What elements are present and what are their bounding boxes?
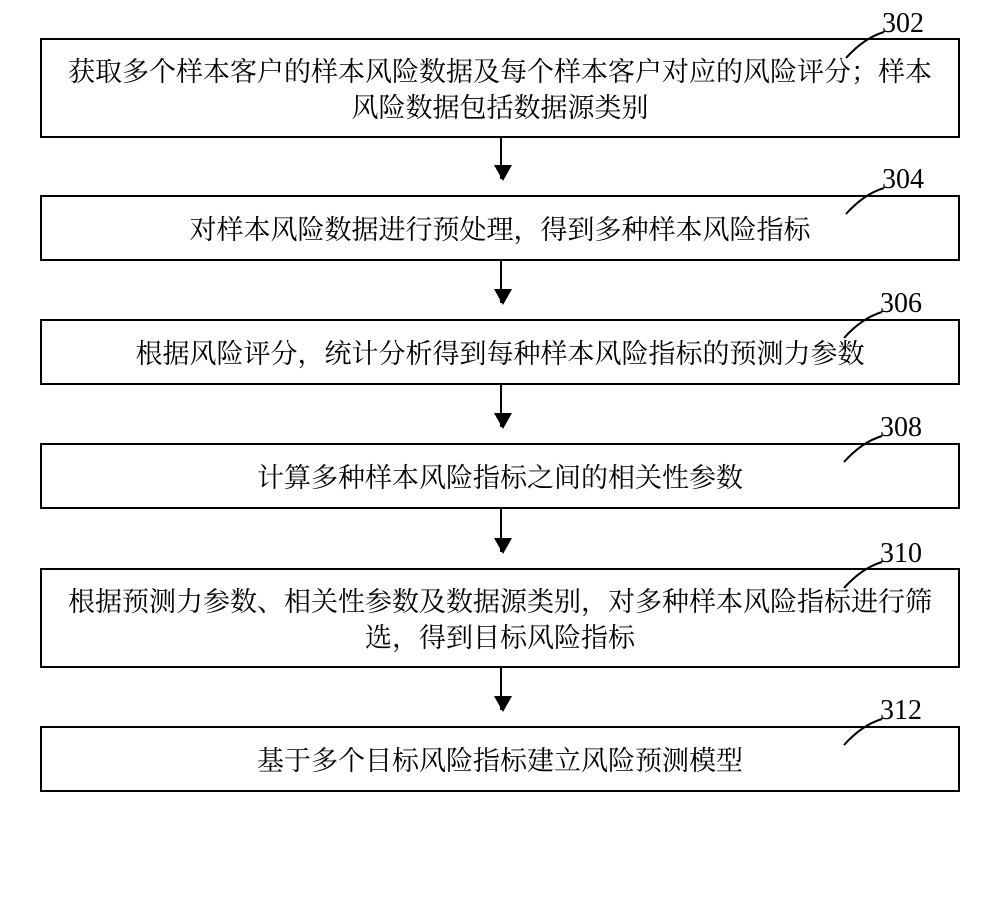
arrow-308-to-310 — [500, 509, 502, 552]
step-label-310: 310 — [880, 538, 922, 570]
arrow-306-to-308 — [500, 385, 502, 427]
flowchart-canvas: 获取多个样本客户的样本风险数据及每个样本客户对应的风险评分；样本风险数据包括数据… — [0, 0, 1000, 906]
arrow-310-to-312 — [500, 668, 502, 710]
step-label-312: 312 — [880, 695, 922, 727]
step-text: 获取多个样本客户的样本风险数据及每个样本客户对应的风险评分；样本风险数据包括数据… — [60, 52, 940, 125]
step-310: 根据预测力参数、相关性参数及数据源类别，对多种样本风险指标进行筛选，得到目标风险… — [40, 568, 960, 668]
step-label-304: 304 — [882, 164, 924, 196]
step-label-text: 306 — [880, 288, 922, 319]
step-label-text: 308 — [880, 412, 922, 443]
step-label-306: 306 — [880, 288, 922, 320]
step-306: 根据风险评分，统计分析得到每种样本风险指标的预测力参数 — [40, 319, 960, 385]
step-text: 计算多种样本风险指标之间的相关性参数 — [257, 458, 743, 494]
step-text: 基于多个目标风险指标建立风险预测模型 — [257, 741, 743, 777]
step-label-text: 304 — [882, 164, 924, 195]
step-text: 对样本风险数据进行预处理，得到多种样本风险指标 — [190, 210, 811, 246]
step-label-308: 308 — [880, 412, 922, 444]
step-label-text: 310 — [880, 538, 922, 569]
arrow-302-to-304 — [500, 138, 502, 179]
step-text: 根据预测力参数、相关性参数及数据源类别，对多种样本风险指标进行筛选，得到目标风险… — [60, 582, 940, 655]
step-text: 根据风险评分，统计分析得到每种样本风险指标的预测力参数 — [136, 334, 865, 370]
step-label-302: 302 — [882, 8, 924, 40]
step-302: 获取多个样本客户的样本风险数据及每个样本客户对应的风险评分；样本风险数据包括数据… — [40, 38, 960, 138]
arrow-304-to-306 — [500, 261, 502, 303]
step-308: 计算多种样本风险指标之间的相关性参数 — [40, 443, 960, 509]
step-label-text: 312 — [880, 695, 922, 726]
step-label-text: 302 — [882, 8, 924, 39]
step-312: 基于多个目标风险指标建立风险预测模型 — [40, 726, 960, 792]
step-304: 对样本风险数据进行预处理，得到多种样本风险指标 — [40, 195, 960, 261]
